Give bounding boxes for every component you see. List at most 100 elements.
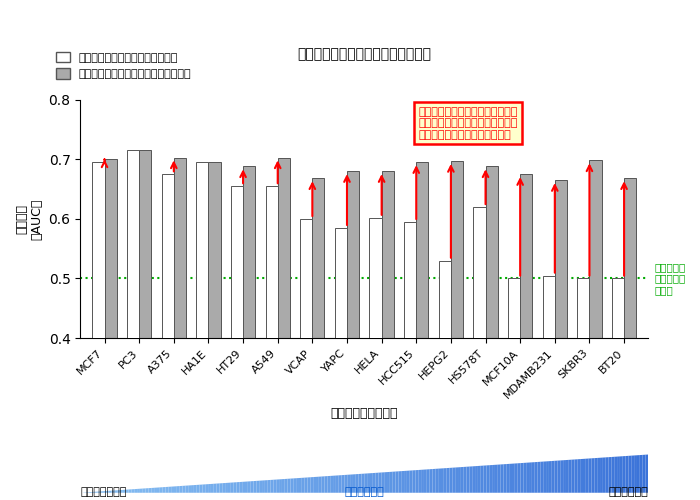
Polygon shape <box>197 484 199 493</box>
Polygon shape <box>518 463 521 493</box>
Polygon shape <box>214 484 216 493</box>
Polygon shape <box>276 480 279 493</box>
Polygon shape <box>358 474 361 493</box>
Polygon shape <box>256 480 259 493</box>
Polygon shape <box>174 486 177 493</box>
Polygon shape <box>393 472 395 493</box>
Polygon shape <box>86 492 89 493</box>
Polygon shape <box>108 490 111 493</box>
Polygon shape <box>407 470 410 493</box>
Polygon shape <box>498 464 500 493</box>
Polygon shape <box>387 472 390 493</box>
Legend: 欠損値を含むデータを用いた場合, 欠損値を予測したデータを用いた場合: 欠損値を含むデータを用いた場合, 欠損値を予測したデータを用いた場合 <box>52 48 195 84</box>
Polygon shape <box>424 470 427 493</box>
Bar <box>312 178 325 338</box>
Polygon shape <box>580 459 583 493</box>
Polygon shape <box>126 490 129 493</box>
Polygon shape <box>231 482 234 493</box>
Bar <box>404 222 416 338</box>
Polygon shape <box>572 460 575 493</box>
Polygon shape <box>421 470 424 493</box>
Bar <box>139 150 151 338</box>
Polygon shape <box>307 478 310 493</box>
Polygon shape <box>623 456 626 493</box>
Polygon shape <box>172 486 174 493</box>
Polygon shape <box>94 492 97 493</box>
Text: 欠損値の割合: 欠損値の割合 <box>344 488 384 498</box>
Bar <box>335 228 347 338</box>
Polygon shape <box>134 489 137 493</box>
Polygon shape <box>560 460 563 493</box>
Polygon shape <box>137 488 140 493</box>
Bar <box>555 180 567 338</box>
Polygon shape <box>216 484 219 493</box>
Polygon shape <box>492 465 495 493</box>
Polygon shape <box>415 470 419 493</box>
Polygon shape <box>384 472 387 493</box>
Polygon shape <box>248 482 251 493</box>
Polygon shape <box>290 478 293 493</box>
Polygon shape <box>444 468 447 493</box>
Polygon shape <box>512 464 514 493</box>
Polygon shape <box>475 466 478 493</box>
Polygon shape <box>603 458 606 493</box>
Polygon shape <box>342 475 344 493</box>
Bar <box>370 218 382 338</box>
Polygon shape <box>211 484 214 493</box>
Polygon shape <box>239 482 242 493</box>
Polygon shape <box>461 467 463 493</box>
Polygon shape <box>608 457 611 493</box>
Polygon shape <box>132 489 134 493</box>
Bar <box>209 162 220 338</box>
Polygon shape <box>228 482 231 493</box>
Polygon shape <box>586 458 589 493</box>
Polygon shape <box>470 466 473 493</box>
Bar <box>174 158 186 338</box>
Polygon shape <box>350 474 353 493</box>
Bar <box>416 162 428 338</box>
Polygon shape <box>452 468 455 493</box>
Polygon shape <box>503 464 506 493</box>
Polygon shape <box>274 480 276 493</box>
Polygon shape <box>390 472 393 493</box>
Polygon shape <box>140 488 143 493</box>
Polygon shape <box>253 481 256 493</box>
Polygon shape <box>208 484 211 493</box>
Polygon shape <box>645 454 648 493</box>
Polygon shape <box>626 456 629 493</box>
Polygon shape <box>554 460 557 493</box>
Polygon shape <box>168 486 172 493</box>
Polygon shape <box>302 478 304 493</box>
Polygon shape <box>103 491 106 493</box>
Polygon shape <box>435 468 438 493</box>
Polygon shape <box>557 460 560 493</box>
Bar <box>300 219 312 338</box>
Bar <box>508 278 520 338</box>
Polygon shape <box>89 492 92 493</box>
Polygon shape <box>575 460 577 493</box>
Polygon shape <box>356 474 358 493</box>
Bar <box>231 186 243 338</box>
Polygon shape <box>111 490 114 493</box>
Polygon shape <box>404 471 407 493</box>
Polygon shape <box>160 487 162 493</box>
Polygon shape <box>589 458 591 493</box>
Polygon shape <box>600 458 603 493</box>
Polygon shape <box>251 481 253 493</box>
Polygon shape <box>146 488 148 493</box>
Bar <box>542 276 555 338</box>
Polygon shape <box>325 476 328 493</box>
Polygon shape <box>180 486 183 493</box>
Polygon shape <box>364 474 367 493</box>
Polygon shape <box>353 474 356 493</box>
Bar <box>265 186 278 338</box>
Bar <box>624 178 636 338</box>
Polygon shape <box>529 462 532 493</box>
Polygon shape <box>202 484 205 493</box>
Polygon shape <box>265 480 267 493</box>
Bar <box>278 158 290 338</box>
Polygon shape <box>484 466 486 493</box>
X-axis label: ヒト由来細胞の名前: ヒト由来細胞の名前 <box>330 407 398 420</box>
Polygon shape <box>620 456 623 493</box>
Polygon shape <box>92 492 94 493</box>
